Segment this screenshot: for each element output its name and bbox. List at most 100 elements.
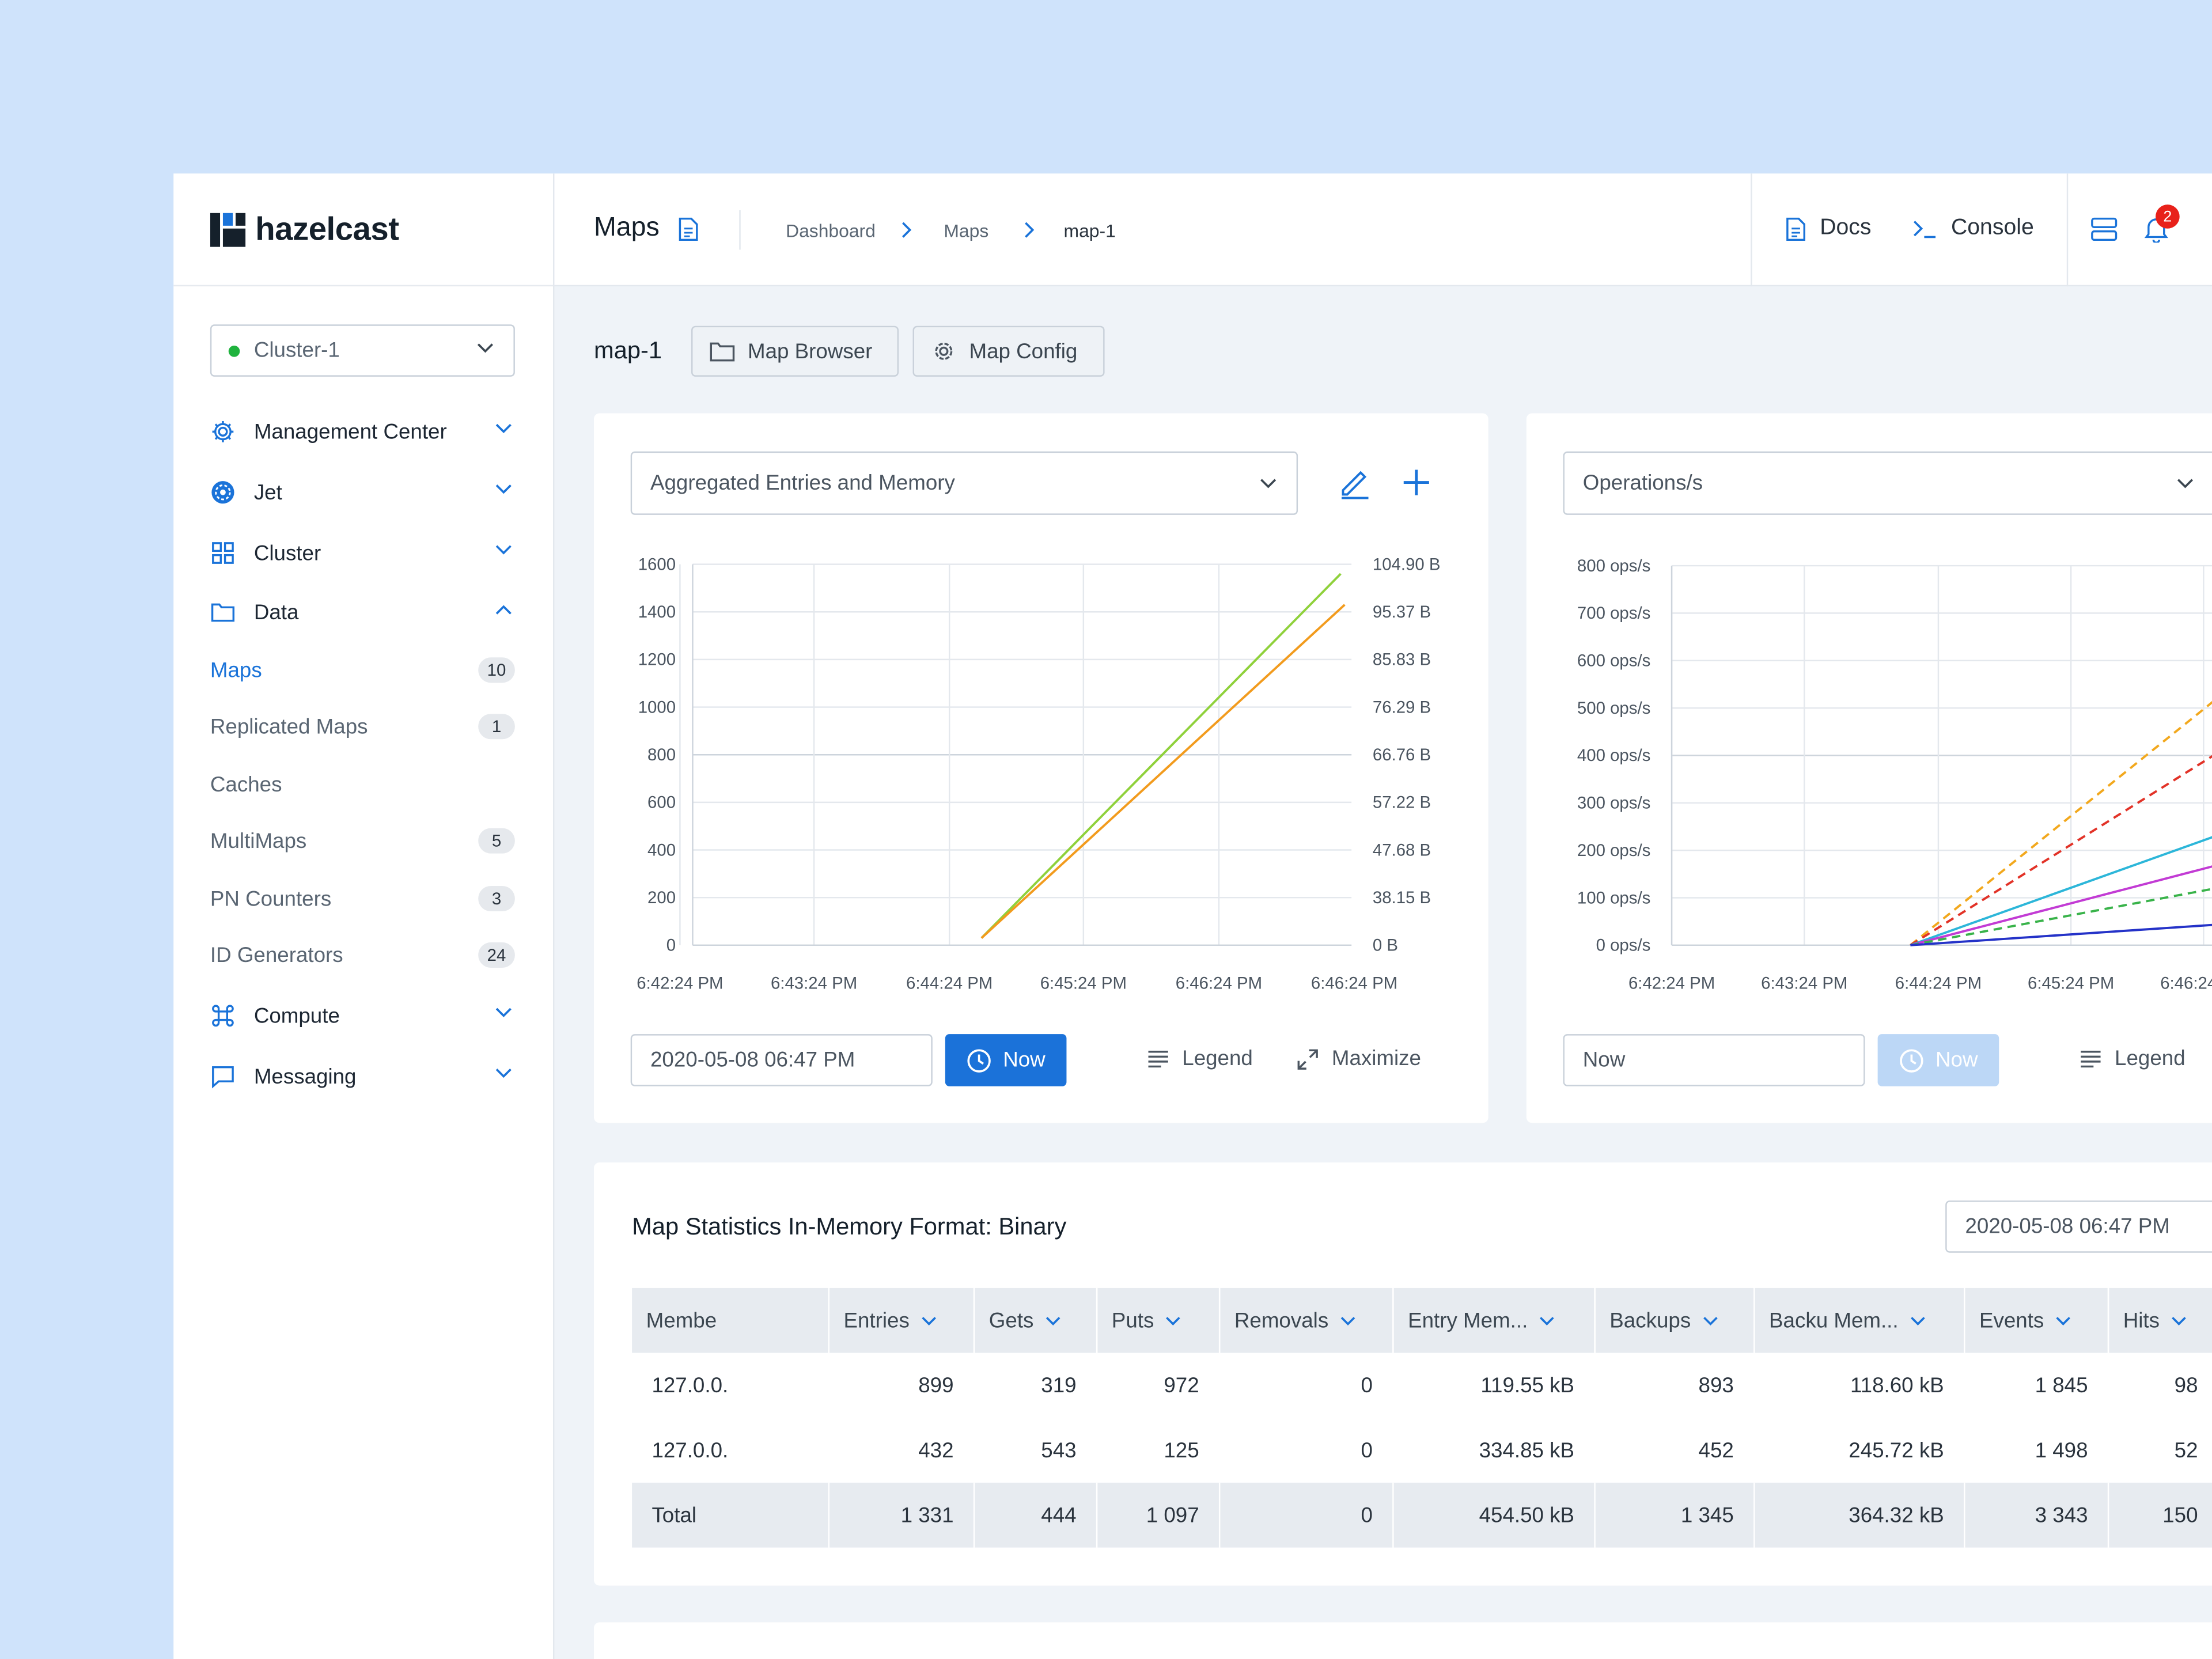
column-header[interactable]: Membe [632, 1287, 828, 1353]
table-cell: 127.0.0. [652, 1373, 729, 1397]
x-tick-label: 6:45:24 PM [2028, 974, 2114, 993]
chevron-down-icon [1045, 1316, 1060, 1325]
map-config-button[interactable]: Map Config [912, 325, 1105, 377]
total-cell: 0 [1361, 1503, 1373, 1528]
metric-select[interactable]: Operations/s [1563, 451, 2212, 515]
y2-tick-label: 95.37 B [1373, 603, 1431, 622]
column-divider [973, 1287, 975, 1353]
y-tick-label: 0 ops/s [1596, 936, 1651, 955]
column-header[interactable]: Entries [830, 1287, 974, 1353]
x-tick-label: 6:43:24 PM [771, 974, 857, 993]
x-tick-label: 6:46:24 PM [1311, 974, 1397, 993]
chevron-down-icon [2055, 1316, 2071, 1325]
metric-select[interactable]: Aggregated Entries and Memory [630, 451, 1298, 515]
sidebar-item-id-generators[interactable]: ID Generators 24 [210, 940, 515, 971]
legend-button[interactable]: Legend [1147, 1047, 1253, 1071]
column-header[interactable]: Backups [1595, 1287, 1754, 1353]
column-header-label: Backu Mem... [1769, 1308, 1899, 1333]
edit-icon[interactable] [1338, 465, 1372, 499]
breadcrumb-current: map-1 [1063, 220, 1116, 241]
column-divider [1594, 1287, 1596, 1353]
now-button[interactable]: Now [1877, 1034, 1999, 1086]
sidebar-item-messaging[interactable]: Messaging [210, 1059, 515, 1093]
y-tick-label: 1600 [638, 555, 676, 574]
count-badge: 10 [478, 657, 515, 683]
y-tick-label: 400 [647, 840, 676, 859]
legend-icon [2080, 1050, 2102, 1068]
chevron-down-icon [1539, 1316, 1555, 1325]
total-cell: Total [652, 1503, 697, 1528]
y-tick-label: 400 ops/s [1577, 746, 1650, 765]
sidebar-item-multimaps[interactable]: MultiMaps 5 [210, 825, 515, 857]
docs-link[interactable]: Docs [1786, 216, 1871, 241]
x-tick-label: 6:44:24 PM [1895, 974, 1982, 993]
sidebar-item-maps[interactable]: Maps 10 [210, 654, 515, 685]
table-cell: 0 [1361, 1438, 1373, 1463]
y-tick-label: 1200 [638, 650, 676, 669]
time-input[interactable]: 2020-05-08 06:47 PM [1945, 1200, 2212, 1253]
column-divider [1964, 1287, 1965, 1353]
column-header-label: Puts [1111, 1308, 1154, 1333]
x-tick-label: 6:46:24 PM [2160, 974, 2212, 993]
chevron-down-icon [495, 1007, 512, 1017]
time-input[interactable]: Now [1563, 1034, 1865, 1086]
column-header[interactable]: Hits [2109, 1287, 2212, 1353]
column-header[interactable]: Events [1965, 1287, 2108, 1353]
now-button[interactable]: Now [945, 1034, 1067, 1086]
column-header[interactable]: Entry Mem... [1393, 1287, 1594, 1353]
maximize-button[interactable]: Maximize [1297, 1047, 1421, 1071]
table-cell: 0 [1361, 1373, 1373, 1397]
server-icon[interactable] [2090, 216, 2118, 243]
now-label: Now [1003, 1048, 1046, 1073]
document-icon[interactable] [679, 217, 698, 248]
sidebar-item-compute[interactable]: Compute [210, 999, 515, 1033]
legend-button[interactable]: Legend [2080, 1047, 2186, 1071]
count-badge: 24 [478, 942, 515, 968]
chart-card-entries-memory: Aggregated Entries and Memory 0 200 400 600… [594, 413, 1488, 1123]
map-browser-button[interactable]: Map Browser [691, 325, 899, 377]
console-link[interactable]: Console [1913, 216, 2034, 241]
sidebar-item-label: ID Generators [210, 943, 343, 967]
total-cell: 1 331 [900, 1503, 954, 1528]
sidebar: hazelcast Cluster-1 Management Center Je… [173, 173, 555, 1659]
table-cell: 1 845 [2035, 1373, 2088, 1397]
total-cell: 3 343 [2035, 1503, 2088, 1528]
clock-icon [1899, 1047, 1924, 1073]
logo[interactable]: hazelcast [173, 173, 554, 287]
time-input[interactable]: 2020-05-08 06:47 PM [630, 1034, 933, 1086]
column-header[interactable]: Puts [1097, 1287, 1219, 1353]
y-tick-label: 600 ops/s [1577, 652, 1650, 671]
column-divider [1096, 1287, 1098, 1353]
column-header[interactable]: Removals [1220, 1287, 1393, 1353]
table-cell: 452 [1698, 1438, 1734, 1463]
sidebar-item-management-center[interactable]: Management Center [210, 415, 515, 449]
hazelcast-logo-icon [210, 212, 246, 247]
breadcrumb-dashboard[interactable]: Dashboard [786, 220, 876, 241]
series-line-5 [1910, 923, 2212, 946]
table-cell: 119.55 kB [1480, 1373, 1575, 1397]
chat-icon [210, 1064, 236, 1089]
add-icon[interactable] [1402, 468, 1430, 497]
y2-tick-label: 104.90 B [1373, 555, 1441, 574]
sidebar-item-pn-counters[interactable]: PN Counters 3 [210, 883, 515, 914]
y-tick-label: 200 ops/s [1577, 841, 1650, 860]
sidebar-item-replicated-maps[interactable]: Replicated Maps 1 [210, 711, 515, 742]
chevron-down-icon [1910, 1316, 1925, 1325]
divider [739, 210, 741, 250]
column-header[interactable]: Backu Mem... [1755, 1287, 1964, 1353]
column-header[interactable]: Gets [975, 1287, 1096, 1353]
sidebar-item-caches[interactable]: Caches [210, 769, 515, 800]
chevron-right-icon [902, 222, 912, 238]
sidebar-item-jet[interactable]: Jet [210, 475, 515, 509]
cluster-select[interactable]: Cluster-1 [210, 324, 515, 377]
command-icon [210, 1003, 236, 1028]
total-cell: 1 345 [1680, 1503, 1734, 1528]
sidebar-item-data[interactable]: Data [210, 595, 515, 629]
chevron-up-icon [495, 605, 512, 615]
chevron-down-icon [1165, 1316, 1181, 1325]
table-cell: 118.60 kB [1850, 1373, 1944, 1397]
sidebar-item-cluster[interactable]: Cluster [210, 536, 515, 570]
sidebar-item-label: Caches [210, 772, 282, 797]
breadcrumb-maps[interactable]: Maps [944, 220, 989, 241]
count-badge: 3 [478, 885, 515, 912]
